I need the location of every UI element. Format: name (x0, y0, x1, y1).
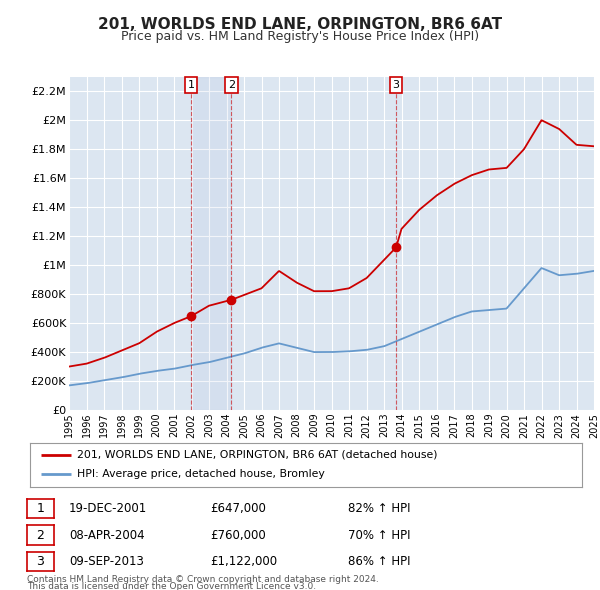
Text: 2: 2 (227, 80, 235, 90)
Text: £760,000: £760,000 (210, 529, 266, 542)
Text: 3: 3 (392, 80, 400, 90)
Text: 3: 3 (37, 555, 44, 568)
Text: This data is licensed under the Open Government Licence v3.0.: This data is licensed under the Open Gov… (27, 582, 316, 590)
Text: 1: 1 (37, 502, 44, 515)
Text: HPI: Average price, detached house, Bromley: HPI: Average price, detached house, Brom… (77, 470, 325, 479)
Text: 70% ↑ HPI: 70% ↑ HPI (348, 529, 410, 542)
Text: Price paid vs. HM Land Registry's House Price Index (HPI): Price paid vs. HM Land Registry's House … (121, 30, 479, 43)
Text: Contains HM Land Registry data © Crown copyright and database right 2024.: Contains HM Land Registry data © Crown c… (27, 575, 379, 584)
Text: 82% ↑ HPI: 82% ↑ HPI (348, 502, 410, 515)
Text: 08-APR-2004: 08-APR-2004 (69, 529, 145, 542)
Text: 2: 2 (37, 529, 44, 542)
Text: 201, WORLDS END LANE, ORPINGTON, BR6 6AT (detached house): 201, WORLDS END LANE, ORPINGTON, BR6 6AT… (77, 450, 437, 460)
Text: 1: 1 (187, 80, 194, 90)
Text: 09-SEP-2013: 09-SEP-2013 (69, 555, 144, 568)
Bar (191, 77, 231, 410)
Text: £647,000: £647,000 (210, 502, 266, 515)
Text: 201, WORLDS END LANE, ORPINGTON, BR6 6AT: 201, WORLDS END LANE, ORPINGTON, BR6 6AT (98, 17, 502, 32)
Text: 19-DEC-2001: 19-DEC-2001 (69, 502, 147, 515)
Text: £1,122,000: £1,122,000 (210, 555, 277, 568)
Text: 86% ↑ HPI: 86% ↑ HPI (348, 555, 410, 568)
